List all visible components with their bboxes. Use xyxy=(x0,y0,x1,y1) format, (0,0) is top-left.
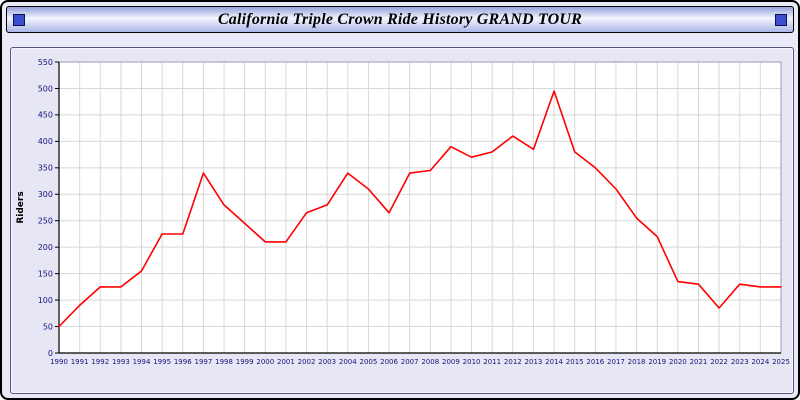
y-axis-labels: 0 50 100 150 200 250 300 350 400 450 500 550 xyxy=(38,58,59,358)
svg-text:2011: 2011 xyxy=(483,358,501,366)
svg-text:350: 350 xyxy=(38,164,53,173)
svg-text:2023: 2023 xyxy=(731,358,749,366)
svg-text:150: 150 xyxy=(38,269,53,278)
svg-text:2014: 2014 xyxy=(545,358,563,366)
plot-area xyxy=(59,62,781,353)
svg-text:2012: 2012 xyxy=(504,358,522,366)
svg-text:2005: 2005 xyxy=(360,358,378,366)
svg-text:2022: 2022 xyxy=(710,358,728,366)
svg-text:2024: 2024 xyxy=(751,358,769,366)
svg-text:2021: 2021 xyxy=(690,358,708,366)
title-bar-left-square-icon xyxy=(13,14,25,26)
svg-text:1998: 1998 xyxy=(215,358,233,366)
svg-text:0: 0 xyxy=(48,349,53,358)
title-bar: California Triple Crown Ride History GRA… xyxy=(6,6,794,33)
svg-text:2003: 2003 xyxy=(318,358,336,366)
svg-text:1997: 1997 xyxy=(194,358,212,366)
title-bar-right-square-icon xyxy=(775,14,787,26)
svg-text:200: 200 xyxy=(38,243,53,252)
svg-text:2016: 2016 xyxy=(586,358,604,366)
svg-text:2000: 2000 xyxy=(256,358,274,366)
svg-text:2006: 2006 xyxy=(380,358,398,366)
svg-text:2007: 2007 xyxy=(401,358,419,366)
svg-text:2008: 2008 xyxy=(421,358,439,366)
svg-text:1999: 1999 xyxy=(236,358,254,366)
svg-text:50: 50 xyxy=(43,322,53,331)
axes xyxy=(58,62,781,354)
chart-panel: 0 50 100 150 200 250 300 350 400 450 500 550 1990 199… xyxy=(10,47,794,394)
x-axis-labels: 1990 1991 1992 1993 1994 1995 1996 1997 1998 1999… xyxy=(50,358,790,366)
svg-text:250: 250 xyxy=(38,217,53,226)
svg-text:550: 550 xyxy=(38,58,53,67)
svg-text:2010: 2010 xyxy=(463,358,481,366)
data-line-riders xyxy=(58,90,782,328)
svg-text:1990: 1990 xyxy=(50,358,68,366)
svg-text:2025: 2025 xyxy=(772,358,790,366)
svg-text:2015: 2015 xyxy=(566,358,584,366)
svg-text:100: 100 xyxy=(38,296,53,305)
svg-text:2019: 2019 xyxy=(648,358,666,366)
svg-text:1992: 1992 xyxy=(91,358,109,366)
svg-text:2017: 2017 xyxy=(607,358,625,366)
svg-text:500: 500 xyxy=(38,84,53,93)
page-title: California Triple Crown Ride History GRA… xyxy=(217,10,583,28)
svg-text:1995: 1995 xyxy=(153,358,171,366)
svg-text:1996: 1996 xyxy=(174,358,192,366)
svg-text:400: 400 xyxy=(38,137,53,146)
svg-text:2002: 2002 xyxy=(298,358,316,366)
svg-text:300: 300 xyxy=(38,190,53,199)
svg-text:2020: 2020 xyxy=(669,358,687,366)
y-axis-title: Riders xyxy=(16,191,26,223)
svg-text:2001: 2001 xyxy=(277,358,295,366)
svg-text:1993: 1993 xyxy=(112,358,130,366)
svg-text:2013: 2013 xyxy=(525,358,543,366)
svg-text:1991: 1991 xyxy=(71,358,89,366)
svg-text:450: 450 xyxy=(38,111,53,120)
svg-text:2004: 2004 xyxy=(339,358,357,366)
svg-text:2018: 2018 xyxy=(628,358,646,366)
svg-text:1994: 1994 xyxy=(133,358,151,366)
svg-text:2009: 2009 xyxy=(442,358,460,366)
